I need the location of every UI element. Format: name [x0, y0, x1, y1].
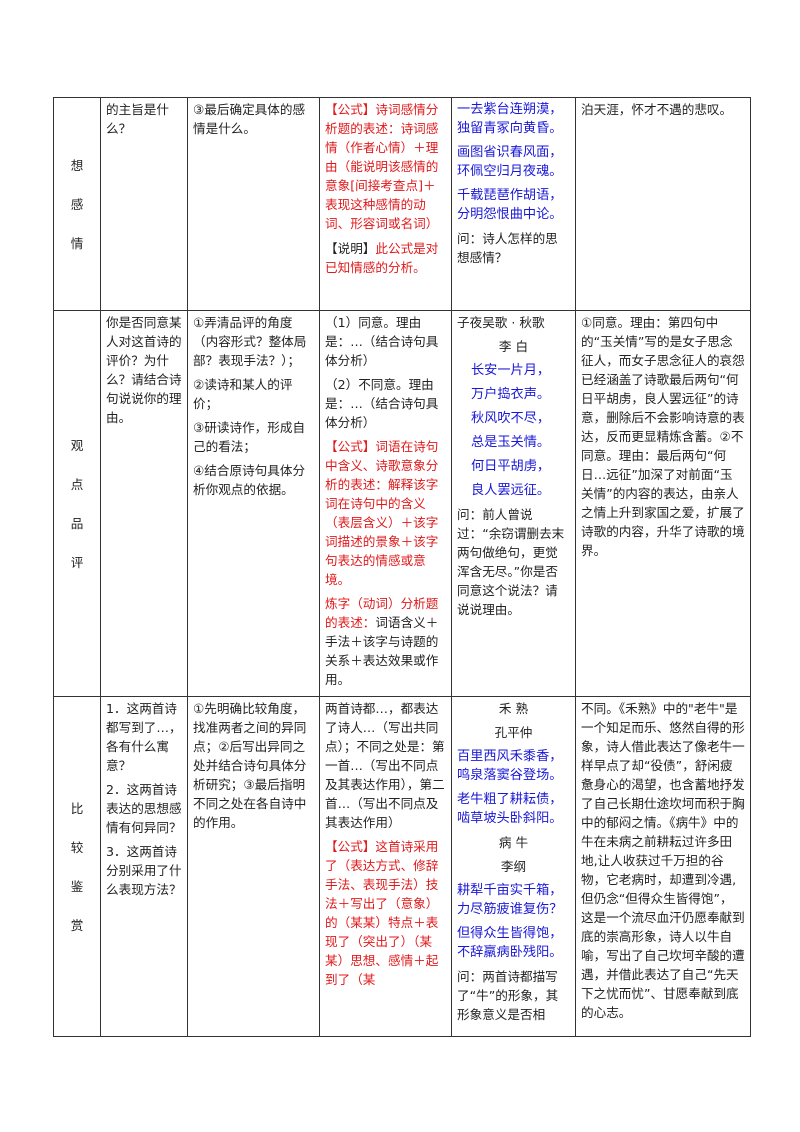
poem-line: 百里西风禾黍香，鸣泉落窦谷登场。 [457, 749, 563, 783]
poem-question: 问：前人曾说过：“余窃谓删去末两句做绝句，更觉浑含无尽。”你是否同意这个说法？请… [457, 507, 565, 617]
category-cell: 想 感 情 [53, 97, 101, 311]
answer-format: （1）同意。理由是：…（结合诗句具体分析） [325, 315, 439, 368]
poem-title: 禾 熟 [498, 701, 529, 716]
poem-question: 问：诗人怎样的思想感情？ [457, 231, 558, 265]
step-text: ③研读诗作，形成自己的看法； [193, 420, 306, 454]
answer-text: 泊天涯，怀才不遇的悲叹。 [581, 102, 733, 117]
poem-line: 千载琵琶作胡语，分明怨恨曲中论。 [457, 188, 563, 222]
step-text: ①弄清品评的角度（内容形式？整体局部？表现手法？）； [193, 315, 307, 368]
steps-cell: ①先明确比较角度，找准两者之间的异同点；②后写出异同之处并结合诗句具体分析研究；… [187, 696, 320, 1037]
formula-tag: 【公式】 [325, 839, 376, 854]
poem-cell: 禾 熟 孔平仲 百里西风禾黍香，鸣泉落窦谷登场。 老牛粗了耕耘债，啮草坡头卧斜阳… [451, 696, 576, 1037]
step-text: ③最后确定具体的感情是什么。 [193, 102, 306, 136]
answer-text: ①同意。理由：第四句中的“玉关情”写的是女子思念征人，而女子思念征人的哀怨已经涵… [581, 315, 745, 558]
formula-block: 【公式】这首诗采用了（表达方式、修辞手法、表现手法）技法＋写出了（意象）的（某某… [325, 837, 446, 989]
step-text: ①先明确比较角度，找准两者之间的异同点；②后写出异同之处并结合诗句具体分析研究；… [193, 701, 307, 830]
category-char: 观 [70, 437, 84, 453]
formula-tag: 【公式】 [325, 102, 376, 117]
poem-line: 总是玉关情。 [471, 435, 551, 450]
category-cell: 观 点 品 评 [53, 310, 101, 697]
formula-text: 这首诗采用了（表达方式、修辞手法、表现手法）技法＋写出了（意象）的（某某）特点＋… [325, 839, 439, 987]
question-text: 的主旨是什么？ [106, 102, 169, 136]
poem-author: 李纲 [500, 859, 527, 874]
question-text: 3．这两首诗分别采用了什么表现方法？ [106, 844, 182, 897]
poem-line: 耕犁千亩实千箱，力尽筋疲谁复伤？ [457, 883, 563, 917]
category-char: 感 [70, 196, 84, 212]
answer-text: 不同。《禾熟》中的"老牛"是一个知足而乐、悠然自得的形象，诗人借此表达了像老牛一… [581, 701, 745, 1020]
poem-author: 孔平仲 [494, 725, 533, 740]
answer-format: （2）不同意。理由是：…（结合诗句具体分析） [325, 377, 439, 430]
steps-cell: ③最后确定具体的感情是什么。 [187, 97, 320, 311]
step-text: ④结合原诗句具体分析你观点的依据。 [193, 463, 306, 497]
question-cell: 1．这两首诗都写到了…，各有什么寓意？ 2．这两首诗表达的思想感情有何异同？ 3… [100, 696, 188, 1037]
poem-line: 万户捣衣声。 [471, 387, 551, 402]
poem-line: 良人罢远征。 [471, 483, 551, 498]
answer-format: 两首诗都…，都表达了诗人…（写出共同点）；不同之处是：第一首…（写出不同点及其表… [325, 701, 445, 830]
category-cell: 比 较 鉴 赏 [53, 696, 101, 1037]
answer-cell: 泊天涯，怀才不遇的悲叹。 [575, 97, 751, 311]
formula-extra-red: 炼字（动词）分析题的表述： [325, 596, 439, 630]
formula-cell: 【公式】诗词感情分析题的表述：诗词感情（作者心情）＋理由（能说明该感情的意象[间… [319, 97, 452, 311]
poem-title: 病 牛 [498, 835, 529, 850]
analysis-table: 想 感 情 的主旨是什么？ ③最后确定具体的感情是什么。 【公式】诗词感情分析题… [53, 97, 751, 1037]
poem-title: 子夜吴歌 · 秋歌 [457, 315, 545, 330]
poem-line: 但得众生皆得饱，不辞羸病卧残阳。 [457, 926, 563, 960]
formula-tag: 【公式】 [325, 439, 376, 454]
poem-line: 何日平胡虏， [471, 459, 551, 474]
step-text: ②读诗和某人的评价； [193, 377, 293, 411]
formula-block: 【公式】词语在诗句中含义、诗歌意象分析的表述：解释该字词在诗句中的含义（表层含义… [325, 437, 446, 589]
poem-line: 长安一片月， [471, 363, 551, 378]
formula-text: 诗词感情分析题的表述：诗词感情（作者心情）＋理由（能说明该感情的意象[间接考查点… [325, 102, 439, 231]
question-text: 你是否同意某人对这首诗的评价？为什么？请结合诗句说说你的理由。 [106, 315, 182, 425]
question-cell: 的主旨是什么？ [100, 97, 188, 311]
category-char: 鉴 [70, 878, 84, 894]
category-char: 情 [70, 235, 84, 251]
question-cell: 你是否同意某人对这首诗的评价？为什么？请结合诗句说说你的理由。 [100, 310, 188, 697]
answer-cell: 不同。《禾熟》中的"老牛"是一个知足而乐、悠然自得的形象，诗人借此表达了像老牛一… [575, 696, 751, 1037]
question-text: 2．这两首诗表达的思想感情有何异同？ [106, 782, 182, 835]
formula-text: 词语在诗句中含义、诗歌意象分析的表述：解释该字词在诗句中的含义（表层含义）＋该字… [325, 439, 439, 587]
poem-author: 李 白 [498, 339, 529, 354]
poem-line: 画图省识春风面，环佩空归月夜魂。 [457, 145, 563, 179]
formula-extra: 炼字（动词）分析题的表述：词语含义＋手法＋该字与诗题的关系＋表达效果或作用。 [325, 594, 446, 689]
category-char: 品 [70, 515, 84, 531]
category-char: 比 [70, 800, 84, 816]
poem-cell: 子夜吴歌 · 秋歌 李 白 长安一片月， 万户捣衣声。 秋风吹不尽， 总是玉关情… [451, 310, 576, 697]
category-char: 想 [70, 157, 84, 173]
poem-line: 秋风吹不尽， [471, 411, 551, 426]
formula-extra-black: 词语含义＋手法＋该字与诗题的关系＋表达效果或作用。 [325, 615, 439, 687]
note-block: 【说明】此公式是对已知情感的分析。 [325, 239, 446, 277]
poem-cell: 一去紫台连朔漠，独留青冢向黄昏。 画图省识春风面，环佩空归月夜魂。 千载琵琶作胡… [451, 97, 576, 311]
category-char: 点 [70, 476, 84, 492]
table-row-emotion: 想 感 情 的主旨是什么？ ③最后确定具体的感情是什么。 【公式】诗词感情分析题… [53, 97, 751, 311]
formula-cell: （1）同意。理由是：…（结合诗句具体分析） （2）不同意。理由是：…（结合诗句具… [319, 310, 452, 697]
steps-cell: ①弄清品评的角度（内容形式？整体局部？表现手法？）； ②读诗和某人的评价； ③研… [187, 310, 320, 697]
poem-line: 一去紫台连朔漠，独留青冢向黄昏。 [457, 102, 563, 136]
question-text: 1．这两首诗都写到了…，各有什么寓意？ [106, 701, 182, 773]
poem-line: 老牛粗了耕耘债，啮草坡头卧斜阳。 [457, 792, 563, 826]
formula-cell: 两首诗都…，都表达了诗人…（写出共同点）；不同之处是：第一首…（写出不同点及其表… [319, 696, 452, 1037]
formula-block: 【公式】诗词感情分析题的表述：诗词感情（作者心情）＋理由（能说明该感情的意象[间… [325, 100, 446, 233]
category-char: 评 [70, 554, 84, 570]
answer-cell: ①同意。理由：第四句中的“玉关情”写的是女子思念征人，而女子思念征人的哀怨已经涵… [575, 310, 751, 697]
category-char: 赏 [70, 917, 84, 933]
table-row-opinion: 观 点 品 评 你是否同意某人对这首诗的评价？为什么？请结合诗句说说你的理由。 … [53, 310, 751, 697]
note-tag: 【说明】 [325, 241, 376, 256]
category-char: 较 [70, 839, 84, 855]
note-text: 此公式是对已知情感的分析。 [325, 241, 439, 275]
poem-question: 问：两首诗都描写了“牛”的形象，其形象意义是否相 [457, 969, 559, 1022]
table-row-comparison: 比 较 鉴 赏 1．这两首诗都写到了…，各有什么寓意？ 2．这两首诗表达的思想感… [53, 696, 751, 1037]
